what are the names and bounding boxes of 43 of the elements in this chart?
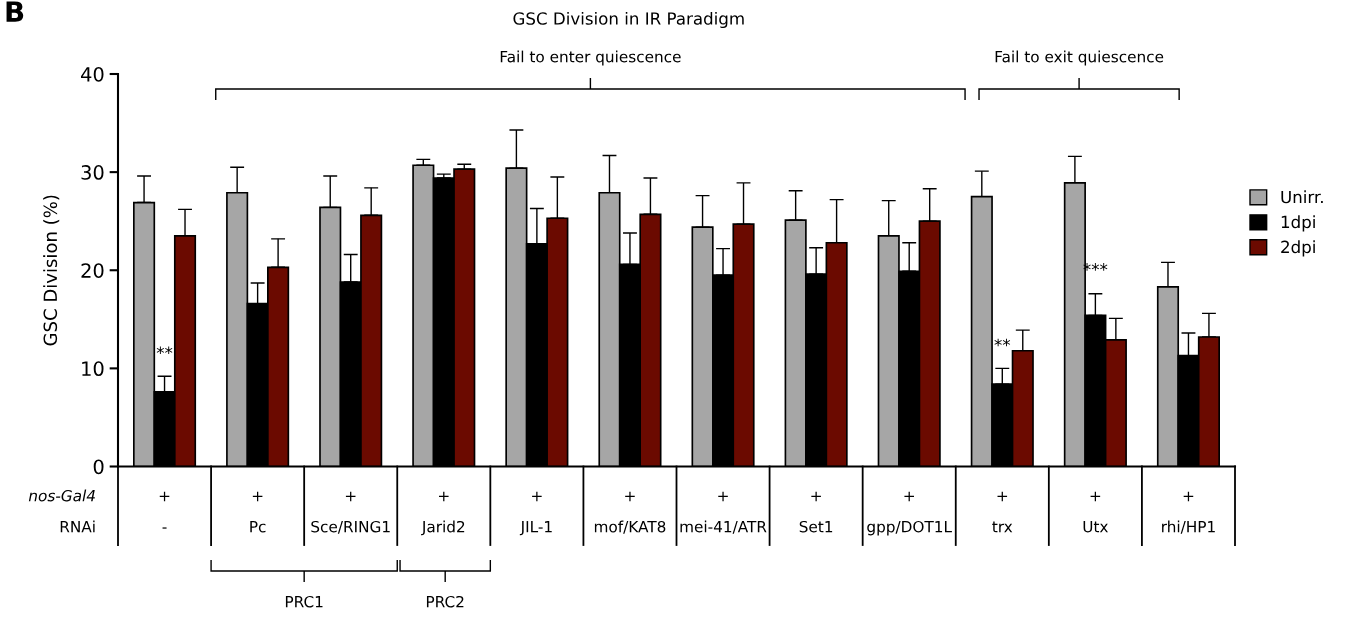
x-tick-label: trx [992,521,1013,533]
y-tick-label: 40 [81,66,104,82]
x-tick-label: JIL-1 [519,521,552,536]
text: nos-Gal4 [28,489,95,502]
annotation: ** [994,338,1011,347]
text: + [811,491,821,502]
text: PRC1 [285,595,323,608]
x-tick-label: Set1 [799,520,833,533]
chart-title: GSC Division in IR Paradigm [513,11,744,29]
y-axis-title: GSC Division (%) [43,195,60,346]
x-tick-label: mei-41/ATR [680,520,767,534]
text: + [252,491,263,502]
text: Fail to enter quiescence [500,50,681,66]
text: + [997,491,1008,502]
y-tick-label: 0 [93,459,104,475]
text: + [439,491,449,502]
text: PRC2 [426,595,464,608]
x-tick-label: Pc [250,521,266,533]
text: + [159,491,170,502]
x-tick-label: Sce/RING1 [311,520,390,534]
x-tick-label: mof/KAT8 [594,520,666,534]
y-tick-label: 20 [81,263,104,278]
text: + [904,491,914,502]
text: B [6,1,24,22]
text: RNAi [60,520,95,533]
x-tick-label: - [162,527,167,529]
legend-label: Unirr. [1281,190,1323,204]
y-tick-label: 30 [81,165,104,180]
legend-label: 2dpi [1281,240,1315,257]
text: + [345,491,356,502]
text: + [1090,491,1101,502]
y-tick-label: 10 [82,361,104,377]
legend-label: 1dpi [1281,215,1315,232]
text: + [718,491,728,502]
text: + [532,491,542,502]
x-tick-label: Jarid2 [421,520,465,536]
x-tick-label: rhi/HP1 [1162,520,1215,534]
x-tick-label: gpp/DOT1L [867,520,952,536]
text: + [625,491,635,502]
x-tick-label: Utx [1083,521,1108,533]
text: + [1183,491,1194,502]
text: Fail to exit quiescence [995,50,1164,66]
annotation: ** [156,346,173,355]
